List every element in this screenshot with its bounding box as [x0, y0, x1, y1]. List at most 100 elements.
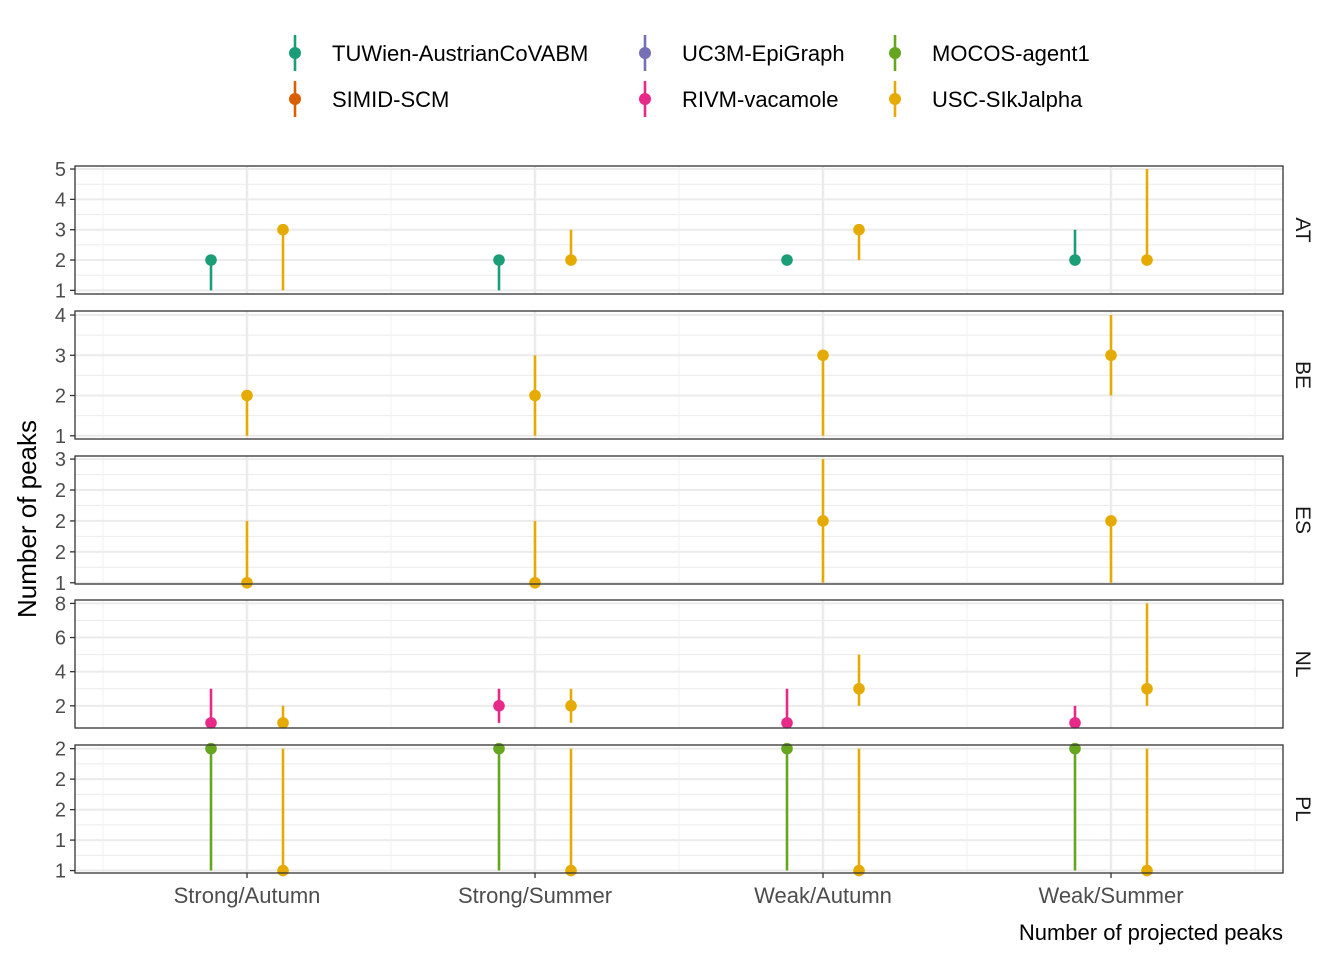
- y-tick-label: 2: [55, 769, 66, 791]
- data-point: [205, 717, 217, 729]
- data-point: [241, 576, 253, 589]
- y-tick-label: 1: [55, 573, 66, 595]
- panel-border: [74, 310, 1284, 440]
- legend-key-point: [889, 93, 901, 105]
- data-point: [781, 742, 793, 755]
- facet-panel-at: 1 2 3 4 5 AT: [55, 159, 1314, 302]
- series-tuwien-austriancovabm: [205, 229, 1081, 291]
- data-point: [1141, 254, 1153, 266]
- legend-label: USC-SIkJalpha: [932, 87, 1083, 112]
- data-point: [565, 700, 577, 712]
- data-point: [1105, 349, 1117, 362]
- data-point: [853, 223, 865, 236]
- data-point: [529, 576, 541, 589]
- x-axis: Strong/Autumn Strong/Summer Weak/Autumn Wea…: [174, 873, 1184, 908]
- data-point: [853, 682, 865, 695]
- y-tick-label: 2: [55, 542, 66, 564]
- legend-key-point: [639, 47, 651, 59]
- legend-item: SIMID-SCM: [289, 81, 449, 117]
- y-tick-label: 4: [55, 662, 66, 684]
- legend-key-point: [289, 47, 301, 59]
- y-tick-label: 2: [55, 800, 66, 822]
- x-tick-label: Weak/Autumn: [754, 883, 892, 908]
- data-point: [277, 717, 289, 729]
- data-point: [277, 223, 289, 236]
- y-tick-label: 1: [55, 280, 66, 302]
- legend-item: USC-SIkJalpha: [889, 81, 1083, 117]
- y-tick-label: 3: [55, 220, 66, 242]
- y-axis-title: Number of peaks: [12, 420, 42, 618]
- facet-panel-be: 1 2 3 4 BE: [55, 305, 1314, 448]
- series-usc-sikjalpha: [277, 603, 1153, 729]
- data-point: [529, 389, 541, 402]
- panel-border: [74, 599, 1284, 729]
- y-tick-label: 6: [55, 628, 66, 650]
- data-point: [493, 742, 505, 755]
- data-point: [1141, 864, 1153, 877]
- legend-item: MOCOS-agent1: [889, 35, 1090, 71]
- facet-panel-pl: 1 1 2 2 2 PL: [55, 739, 1314, 883]
- legend-key-point: [889, 47, 901, 59]
- facet-strip-label: AT: [1291, 217, 1314, 242]
- y-tick-label: 2: [55, 386, 66, 408]
- series-usc-sikjalpha: [277, 169, 1153, 291]
- data-point: [493, 254, 505, 266]
- legend-item: UC3M-EpiGraph: [639, 35, 845, 71]
- facet-panels: 1 2 3 4 5 AT 1 2 3 4 BE 1 2 2 2 3 ES 2 4 6 8 NL 1 1 2 2 2 PL: [55, 159, 1314, 883]
- y-tick-label: 1: [55, 426, 66, 448]
- data-point: [241, 389, 253, 402]
- series-usc-sikjalpha: [277, 748, 1153, 877]
- data-point: [1069, 254, 1081, 266]
- y-tick-label: 4: [55, 305, 66, 327]
- data-point: [781, 717, 793, 729]
- x-axis-title: Number of projected peaks: [1019, 920, 1283, 945]
- series-rivm-vacamole: [205, 688, 1081, 729]
- data-point: [205, 742, 217, 755]
- data-point: [565, 864, 577, 877]
- legend-label: MOCOS-agent1: [932, 41, 1090, 66]
- legend-label: UC3M-EpiGraph: [682, 41, 845, 66]
- facet-panel-es: 1 2 2 2 3 ES: [55, 449, 1314, 595]
- facet-panel-nl: 2 4 6 8 NL: [55, 593, 1314, 729]
- facet-strip-label: PL: [1291, 796, 1314, 822]
- y-tick-label: 1: [55, 861, 66, 883]
- legend-item: RIVM-vacamole: [639, 81, 838, 117]
- legend-key-point: [289, 93, 301, 105]
- y-tick-label: 2: [55, 739, 66, 761]
- x-tick-label: Strong/Summer: [458, 883, 612, 908]
- x-tick-label: Weak/Summer: [1038, 883, 1183, 908]
- y-tick-label: 2: [55, 480, 66, 502]
- data-point: [205, 254, 217, 266]
- data-point: [853, 864, 865, 877]
- legend-key-point: [639, 93, 651, 105]
- data-point: [277, 864, 289, 877]
- data-point: [1141, 682, 1153, 695]
- y-tick-label: 4: [55, 189, 66, 211]
- y-tick-label: 1: [55, 830, 66, 852]
- y-tick-label: 2: [55, 250, 66, 272]
- y-tick-label: 8: [55, 593, 66, 615]
- facet-strip-label: ES: [1291, 506, 1314, 534]
- facet-strip-label: BE: [1291, 361, 1314, 389]
- y-tick-label: 3: [55, 449, 66, 471]
- data-point: [817, 349, 829, 362]
- data-point: [1069, 742, 1081, 755]
- y-tick-label: 2: [55, 696, 66, 718]
- data-point: [817, 515, 829, 527]
- y-tick-label: 5: [55, 159, 66, 181]
- x-tick-label: Strong/Autumn: [174, 883, 321, 908]
- legend: TUWien-AustrianCoVABM UC3M-EpiGraph MOCOS-…: [289, 35, 1090, 117]
- data-point: [781, 254, 793, 266]
- panel-border: [74, 455, 1284, 585]
- y-tick-label: 2: [55, 511, 66, 533]
- facet-strip-label: NL: [1291, 651, 1314, 678]
- legend-label: SIMID-SCM: [332, 87, 449, 112]
- y-tick-label: 3: [55, 345, 66, 367]
- data-point: [493, 700, 505, 712]
- series-usc-sikjalpha: [241, 315, 1117, 436]
- legend-label: TUWien-AustrianCoVABM: [332, 41, 588, 66]
- data-point: [1105, 515, 1117, 527]
- series-usc-sikjalpha: [241, 459, 1117, 589]
